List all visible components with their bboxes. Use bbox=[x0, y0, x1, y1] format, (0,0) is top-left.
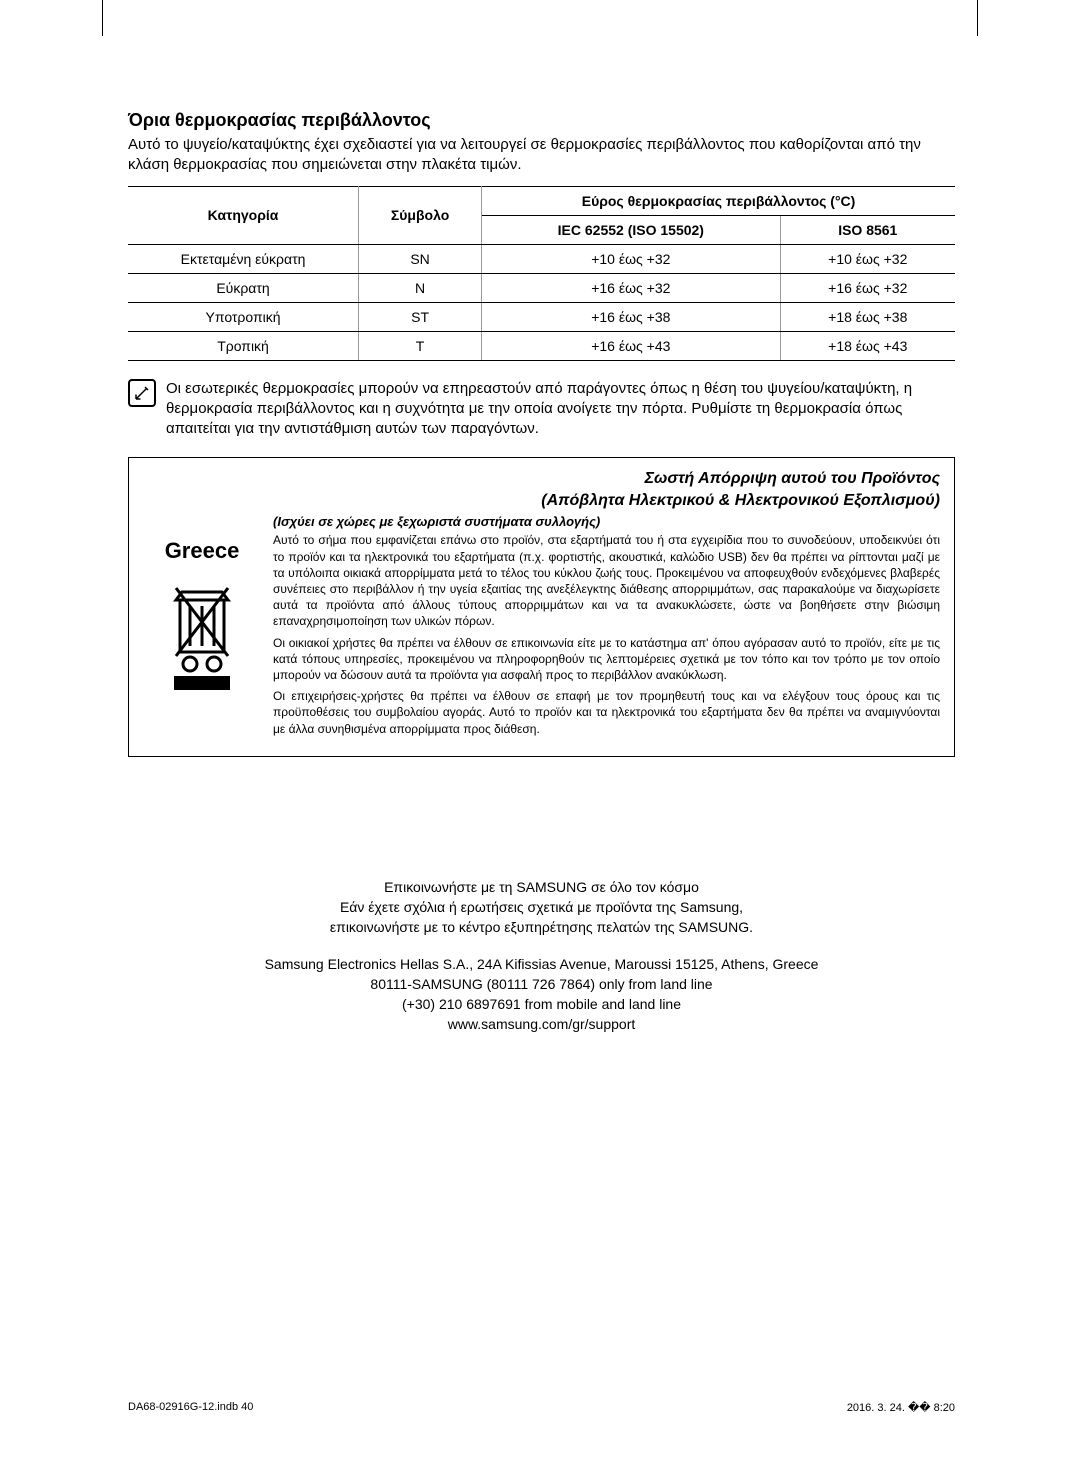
contact-line: 80111-SAMSUNG (80111 726 7864) only from… bbox=[128, 974, 955, 994]
contact-line: www.samsung.com/gr/support bbox=[128, 1014, 955, 1034]
disposal-paragraph: Οι οικιακοί χρήστες θα πρέπει να έλθουν … bbox=[273, 635, 940, 684]
page-footer: DA68-02916G-12.indb 40 2016. 3. 24. �� 8… bbox=[128, 1401, 955, 1414]
col-iec: IEC 62552 (ISO 15502) bbox=[482, 215, 780, 244]
col-category: Κατηγορία bbox=[128, 186, 359, 244]
disposal-box: Σωστή Απόρριψη αυτού του Προϊόντος (Απόβ… bbox=[128, 457, 955, 756]
weee-bin-icon bbox=[162, 576, 242, 701]
climate-table: Κατηγορία Σύμβολο Εύρος θερμοκρασίας περ… bbox=[128, 186, 955, 361]
col-symbol: Σύμβολο bbox=[359, 186, 482, 244]
footer-right: 2016. 3. 24. �� 8:20 bbox=[847, 1401, 955, 1414]
section-title: Όρια θερμοκρασίας περιβάλλοντος bbox=[128, 110, 955, 131]
table-row: Τροπική T +16 έως +43 +18 έως +43 bbox=[128, 331, 955, 360]
col-iso: ISO 8561 bbox=[780, 215, 955, 244]
disposal-paragraph: Αυτό το σήμα που εμφανίζεται επάνω στο π… bbox=[273, 532, 940, 629]
note-row: Οι εσωτερικές θερμοκρασίες μπορούν να επ… bbox=[128, 379, 955, 440]
contact-line: (+30) 210 6897691 from mobile and land l… bbox=[128, 994, 955, 1014]
note-icon bbox=[128, 379, 156, 407]
contact-info: Επικοινωνήστε με τη SAMSUNG σε όλο τον κ… bbox=[128, 877, 955, 1035]
contact-line: Samsung Electronics Hellas S.A., 24A Kif… bbox=[128, 954, 955, 974]
contact-line: Επικοινωνήστε με τη SAMSUNG σε όλο τον κ… bbox=[128, 877, 955, 897]
note-text: Οι εσωτερικές θερμοκρασίες μπορούν να επ… bbox=[166, 379, 955, 440]
table-row: Εύκρατη N +16 έως +32 +16 έως +32 bbox=[128, 273, 955, 302]
crop-mark bbox=[977, 0, 978, 36]
table-row: Υποτροπική ST +16 έως +38 +18 έως +38 bbox=[128, 302, 955, 331]
col-range: Εύρος θερμοκρασίας περιβάλλοντος (°C) bbox=[482, 186, 955, 215]
crop-mark bbox=[102, 0, 103, 36]
table-row: Εκτεταμένη εύκρατη SN +10 έως +32 +10 έω… bbox=[128, 244, 955, 273]
disposal-paragraph: Οι επιχειρήσεις-χρήστες θα πρέπει να έλθ… bbox=[273, 688, 940, 737]
disposal-subtitle: (Ισχύει σε χώρες με ξεχωριστά συστήματα … bbox=[273, 514, 940, 529]
disposal-title-1: Σωστή Απόρριψη αυτού του Προϊόντος bbox=[143, 468, 940, 490]
country-label: Greece bbox=[143, 538, 261, 564]
footer-left: DA68-02916G-12.indb 40 bbox=[128, 1401, 253, 1414]
page-content: Όρια θερμοκρασίας περιβάλλοντος Αυτό το … bbox=[0, 0, 1080, 1101]
contact-line: επικοινωνήστε με το κέντρο εξυπηρέτησης … bbox=[128, 917, 955, 937]
contact-line: Εάν έχετε σχόλια ή ερωτήσεις σχετικά με … bbox=[128, 897, 955, 917]
section-description: Αυτό το ψυγείο/καταψύκτης έχει σχεδιαστε… bbox=[128, 135, 955, 176]
disposal-title-2: (Απόβλητα Ηλεκτρικού & Ηλεκτρονικού Εξοπ… bbox=[143, 490, 940, 512]
disposal-text: Αυτό το σήμα που εμφανίζεται επάνω στο π… bbox=[273, 532, 940, 741]
